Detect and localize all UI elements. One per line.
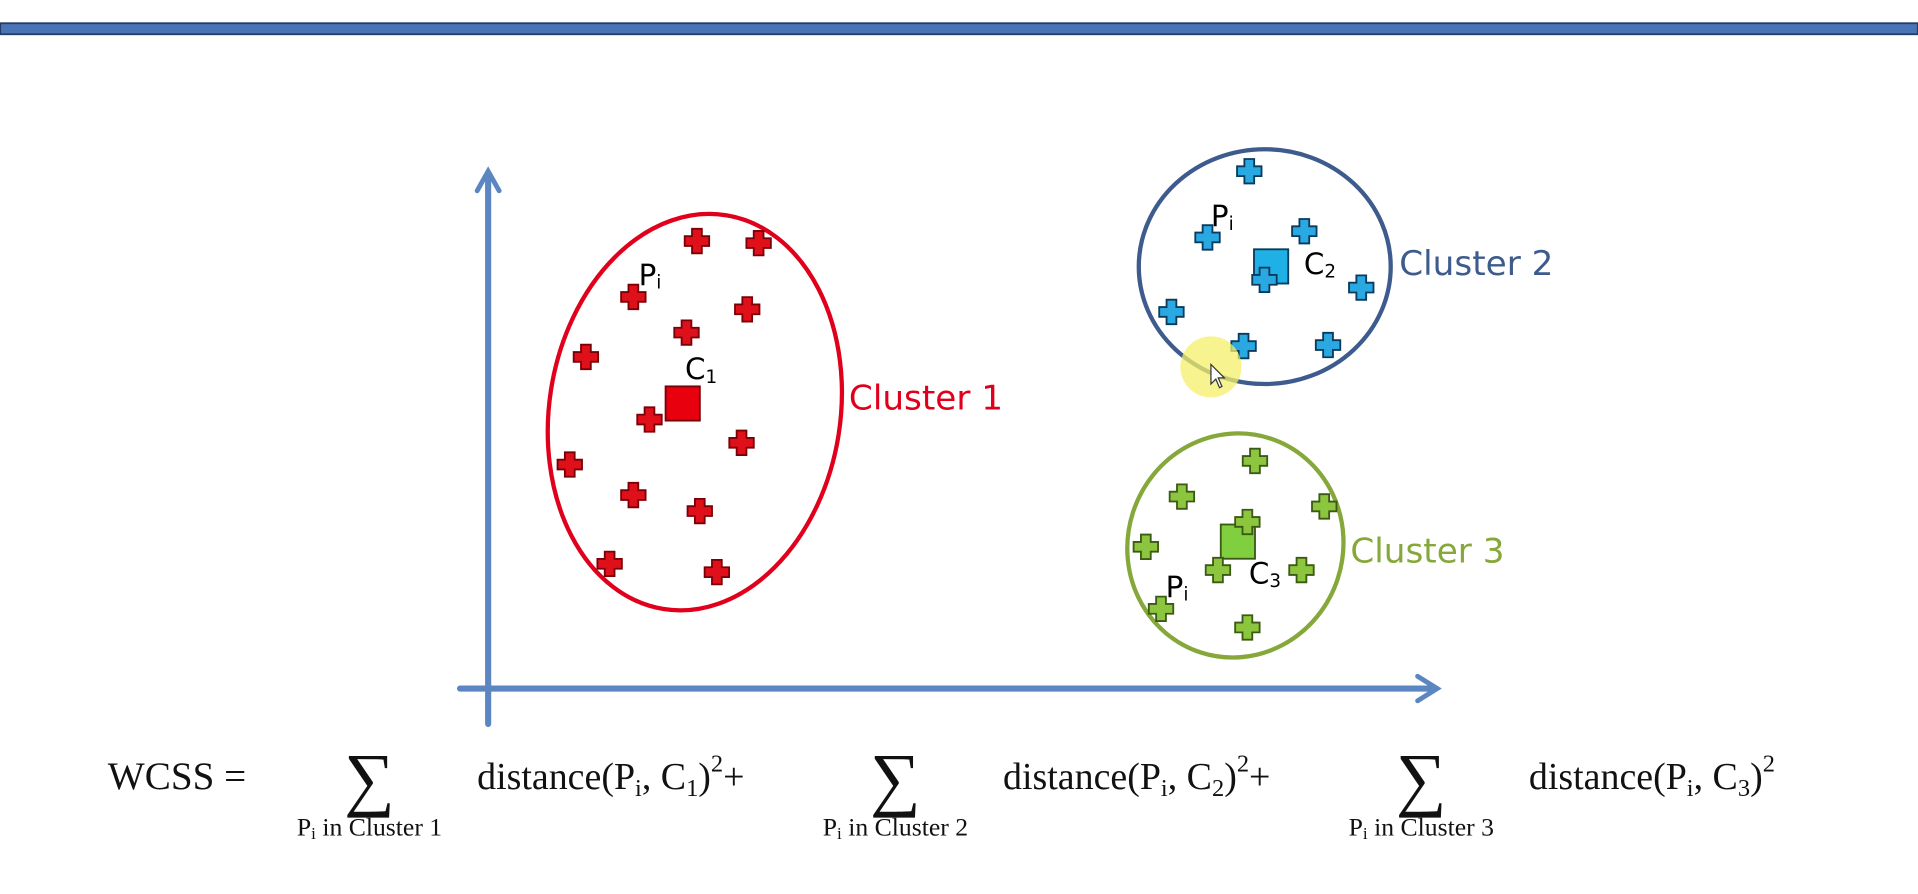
cluster-1-point-6: [572, 343, 600, 371]
cluster-2-point-3: [1291, 218, 1318, 245]
axes: [456, 166, 1442, 728]
cluster-3-point-2: [1168, 483, 1196, 510]
distance-term-1: distance(Pi, C1)2+: [477, 751, 744, 802]
cluster-2-label: Cluster 2: [1399, 244, 1553, 284]
cluster-3-point-3: [1311, 493, 1338, 520]
cluster-3-point-4: [1234, 508, 1261, 536]
cluster-1-point-5: [673, 319, 700, 346]
y-axis-arrow: [474, 166, 502, 194]
cluster-3-point-7: [1288, 556, 1315, 584]
cluster-2-point-8: [1314, 331, 1342, 359]
cluster-1-point-9: [556, 451, 583, 478]
cluster-1-point-10: [620, 481, 647, 509]
centroid-1: [664, 385, 701, 422]
cluster-1-point-12: [596, 550, 623, 578]
centroid-label-3: C3: [1249, 556, 1281, 592]
cluster-3-label: Cluster 3: [1350, 532, 1504, 572]
cluster-2-point-5: [1348, 274, 1375, 301]
top-bar: [0, 22, 1918, 36]
cluster-3-point-6: [1204, 556, 1232, 584]
cluster-1-point-4: [734, 296, 761, 323]
cluster-1-point-7: [636, 406, 663, 433]
cluster-1-boundary: [545, 211, 845, 613]
cluster-3-point-9: [1234, 614, 1261, 641]
cluster-1-label: Cluster 1: [849, 379, 1003, 419]
cluster-2-point-2: [1194, 224, 1221, 251]
sum-symbol-3: ∑: [1396, 740, 1447, 818]
sum-subscript-2: Pi in Cluster 2: [823, 812, 968, 843]
cluster-1-point-13: [703, 558, 731, 586]
cluster-1-point-2: [745, 229, 772, 257]
sum-subscript-3: Pi in Cluster 3: [1349, 812, 1494, 843]
formula-lhs: WCSS =: [108, 755, 246, 798]
point-label-2: Pi: [1211, 199, 1234, 235]
point-label-1: Pi: [639, 258, 662, 294]
cluster-2-point-6: [1158, 298, 1185, 326]
centroid-label-2: C2: [1304, 247, 1336, 283]
cluster-1-point-1: [683, 227, 711, 255]
sum-symbol-1: ∑: [344, 740, 395, 818]
cluster-3-point-5: [1132, 533, 1159, 560]
sum-symbol-2: ∑: [870, 740, 921, 818]
cluster-2-boundary: [1136, 147, 1393, 387]
cluster-1-point-3: [620, 283, 647, 311]
cluster-3-boundary: [1125, 431, 1346, 660]
cluster-1-point-8: [728, 429, 755, 456]
cluster-3-point-8: [1147, 595, 1175, 623]
cluster-2-point-1: [1236, 158, 1263, 185]
cluster-3-point-1: [1241, 447, 1269, 475]
centroid-label-1: C1: [685, 352, 717, 388]
sum-subscript-1: Pi in Cluster 1: [297, 812, 442, 843]
mouse-cursor-icon: [1210, 362, 1226, 389]
point-label-3: Pi: [1166, 570, 1189, 606]
data-points: [556, 158, 1375, 641]
cluster-2-point-4: [1251, 266, 1278, 294]
distance-term-3: distance(Pi, C3)2: [1529, 751, 1775, 802]
cluster-1-point-11: [686, 497, 713, 525]
distance-term-2: distance(Pi, C2)2+: [1003, 751, 1270, 802]
cluster-2-point-7: [1230, 332, 1257, 360]
x-axis-arrow: [1415, 673, 1442, 704]
